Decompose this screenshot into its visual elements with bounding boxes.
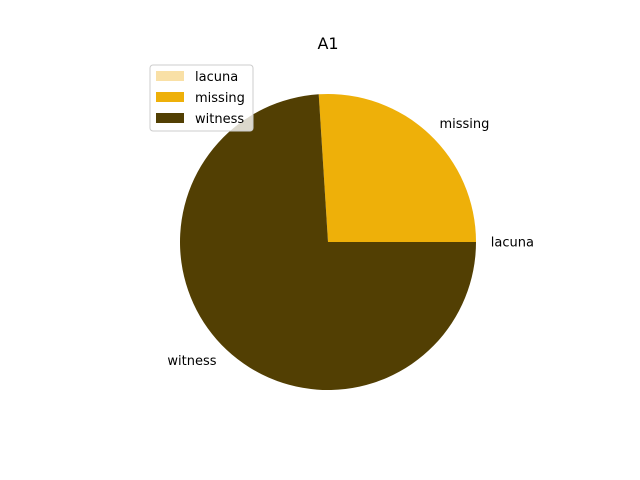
legend-label-missing: missing <box>195 91 245 106</box>
pie-slice-witness <box>180 94 477 390</box>
legend-label-witness: witness <box>195 112 244 127</box>
slice-label-witness: witness <box>167 354 216 369</box>
legend-label-lacuna: lacuna <box>195 70 238 85</box>
slice-label-missing: missing <box>439 117 489 132</box>
legend-swatch-lacuna <box>156 71 184 81</box>
chart-title: A1 <box>317 34 338 53</box>
pie-slice-missing <box>318 93 476 242</box>
pie-slice-labels: lacuna missing witness <box>167 117 534 369</box>
slice-label-lacuna: lacuna <box>491 236 534 251</box>
legend-swatch-witness <box>156 113 184 123</box>
legend: lacuna missing witness <box>149 64 254 132</box>
legend-swatch-missing <box>156 92 184 102</box>
pie-slices <box>180 93 477 390</box>
